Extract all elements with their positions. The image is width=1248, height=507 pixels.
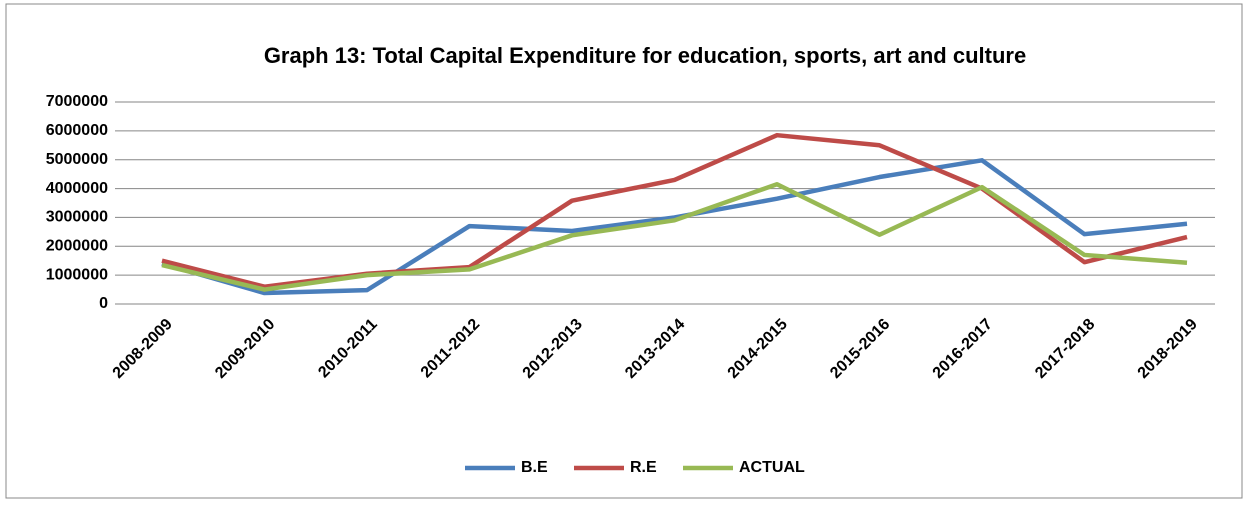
- y-tick-label: 2000000: [46, 238, 108, 255]
- y-tick-label: 1000000: [46, 266, 108, 283]
- legend-label: ACTUAL: [739, 459, 805, 476]
- y-tick-label: 0: [99, 295, 108, 312]
- y-tick-label: 7000000: [46, 93, 108, 110]
- y-tick-label: 3000000: [46, 209, 108, 226]
- legend-label: R.E: [630, 459, 657, 476]
- chart-title: Graph 13: Total Capital Expenditure for …: [264, 43, 1026, 68]
- line-series: [161, 181, 1188, 292]
- y-tick-label: 5000000: [46, 151, 108, 168]
- line-series: [161, 158, 1188, 296]
- y-tick-label: 4000000: [46, 180, 108, 197]
- legend-label: B.E: [521, 459, 548, 476]
- y-tick-label: 6000000: [46, 122, 108, 139]
- chart-border: [5, 3, 1243, 499]
